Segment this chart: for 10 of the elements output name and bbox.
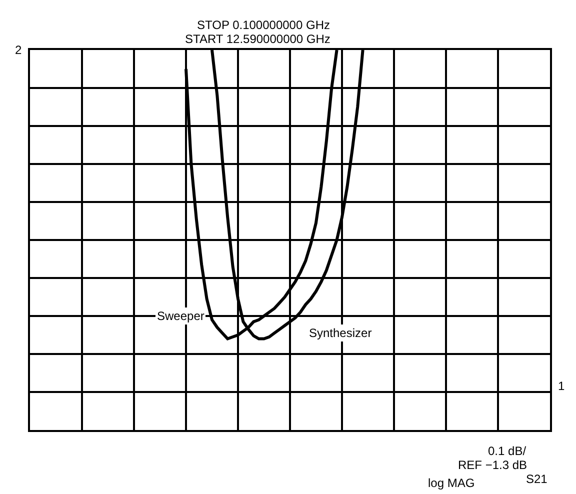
- series-label: Synthesizer: [309, 326, 372, 340]
- text: 0.1 dB/: [488, 444, 527, 458]
- text: STOP 0.100000000 GHz: [197, 18, 330, 32]
- text: log MAG: [428, 476, 475, 490]
- text: 1: [558, 379, 565, 393]
- text: 2: [15, 43, 22, 57]
- text: REF −1.3 dB: [458, 458, 528, 472]
- text: START 12.590000000 GHz: [185, 32, 330, 46]
- text: S21: [526, 472, 548, 486]
- series-label: Sweeper: [157, 309, 204, 323]
